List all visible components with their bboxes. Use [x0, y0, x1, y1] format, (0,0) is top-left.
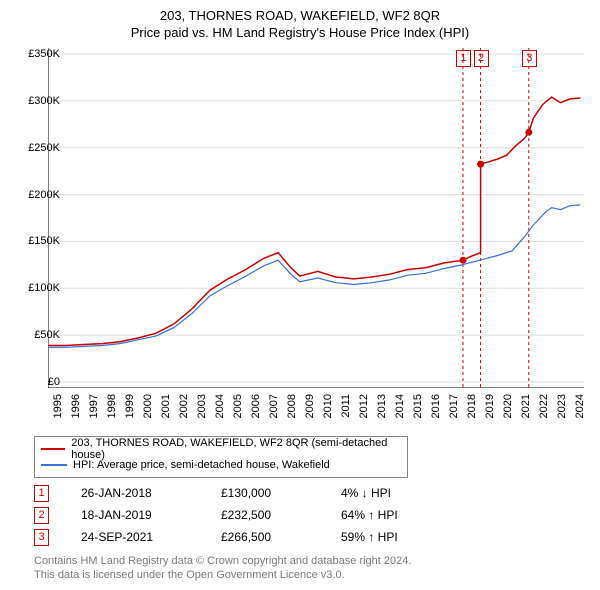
x-tick-label: 2021 [520, 394, 532, 418]
x-tick-label: 2000 [142, 394, 154, 418]
x-tick-label: 1995 [52, 394, 64, 418]
y-tick-label: £150K [28, 235, 60, 247]
event-pct-vs-hpi: 64% ↑ HPI [341, 508, 461, 522]
event-row: 2 18-JAN-2019£232,50064% ↑ HPI [34, 504, 461, 526]
x-tick-label: 2016 [430, 394, 442, 418]
x-tick-label: 2013 [376, 394, 388, 418]
y-tick-label: £50K [34, 329, 60, 341]
x-tick-label: 2019 [484, 394, 496, 418]
event-price: £266,500 [221, 530, 341, 544]
event-price: £130,000 [221, 486, 341, 500]
y-tick-label: £250K [28, 142, 60, 154]
x-tick-label: 2001 [160, 394, 172, 418]
events-table: 1 26-JAN-2018£130,0004% ↓ HPI 2 18-JAN-2019… [34, 482, 461, 548]
footer-line-1: Contains HM Land Registry data © Crown c… [34, 554, 411, 568]
x-tick-label: 2005 [232, 394, 244, 418]
x-tick-label: 2007 [268, 394, 280, 418]
footer: Contains HM Land Registry data © Crown c… [34, 554, 411, 583]
x-tick-label: 2011 [340, 394, 352, 418]
x-tick-label: 2003 [196, 394, 208, 418]
event-number: 1 [34, 485, 49, 502]
x-tick-label: 2024 [574, 394, 586, 418]
x-tick-label: 2023 [556, 394, 568, 418]
titles: 203, THORNES ROAD, WAKEFIELD, WF2 8QR Pr… [0, 0, 600, 40]
x-tick-label: 2015 [412, 394, 424, 418]
x-tick-label: 2017 [448, 394, 460, 418]
footer-line-2: This data is licensed under the Open Gov… [34, 568, 411, 582]
x-tick-label: 2012 [358, 394, 370, 418]
event-date: 26-JAN-2018 [81, 486, 221, 500]
x-tick-label: 2020 [502, 394, 514, 418]
event-pct-vs-hpi: 59% ↑ HPI [341, 530, 461, 544]
sale-marker-label: 3 [522, 50, 537, 67]
x-tick-label: 2014 [394, 394, 406, 418]
legend-swatch [41, 464, 67, 466]
chart-subtitle: Price paid vs. HM Land Registry's House … [0, 23, 600, 40]
x-tick-label: 2018 [466, 394, 478, 418]
y-tick-label: £100K [28, 282, 60, 294]
event-price: £232,500 [221, 508, 341, 522]
legend-label: HPI: Average price, semi-detached house,… [73, 459, 330, 471]
x-tick-label: 1999 [124, 394, 136, 418]
event-date: 18-JAN-2019 [81, 508, 221, 522]
event-row: 1 26-JAN-2018£130,0004% ↓ HPI [34, 482, 461, 504]
legend-swatch [41, 448, 65, 450]
sale-marker-label: 1 [456, 50, 471, 67]
y-tick-label: £300K [28, 95, 60, 107]
event-pct-vs-hpi: 4% ↓ HPI [341, 486, 461, 500]
chart-svg [48, 48, 584, 388]
x-tick-label: 2009 [304, 394, 316, 418]
x-tick-label: 2006 [250, 394, 262, 418]
x-tick-label: 1998 [106, 394, 118, 418]
y-tick-label: £350K [28, 48, 60, 60]
x-tick-label: 1996 [70, 394, 82, 418]
event-number: 2 [34, 507, 49, 524]
x-tick-label: 1997 [88, 394, 100, 418]
sale-marker-label: 2 [474, 50, 489, 67]
chart-title: 203, THORNES ROAD, WAKEFIELD, WF2 8QR [0, 0, 600, 23]
x-tick-label: 2008 [286, 394, 298, 418]
chart-area [48, 48, 584, 388]
event-date: 24-SEP-2021 [81, 530, 221, 544]
page-root: 203, THORNES ROAD, WAKEFIELD, WF2 8QR Pr… [0, 0, 600, 590]
legend: 203, THORNES ROAD, WAKEFIELD, WF2 8QR (s… [34, 436, 408, 478]
legend-item: 203, THORNES ROAD, WAKEFIELD, WF2 8QR (s… [41, 441, 401, 457]
event-row: 3 24-SEP-2021£266,50059% ↑ HPI [34, 526, 461, 548]
y-tick-label: £200K [28, 189, 60, 201]
x-tick-label: 2002 [178, 394, 190, 418]
x-tick-label: 2010 [322, 394, 334, 418]
event-number: 3 [34, 529, 49, 546]
y-tick-label: £0 [48, 376, 60, 388]
x-tick-label: 2004 [214, 394, 226, 418]
x-tick-label: 2022 [538, 394, 550, 418]
legend-label: 203, THORNES ROAD, WAKEFIELD, WF2 8QR (s… [71, 437, 401, 461]
